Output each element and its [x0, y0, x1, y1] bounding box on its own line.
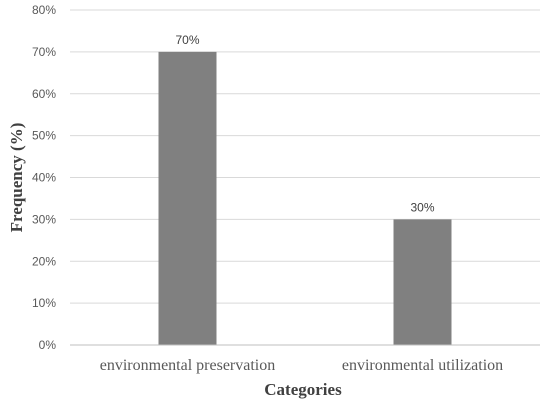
y-tick-label: 70% [32, 45, 56, 59]
data-labels: 70% 30% [175, 33, 434, 215]
y-tick-label: 0% [39, 338, 57, 352]
y-tick-label: 40% [32, 171, 56, 185]
y-tick-label: 50% [32, 129, 56, 143]
x-tick-label: environmental preservation [100, 357, 276, 374]
bar [393, 219, 452, 345]
y-tick-label: 30% [32, 212, 56, 226]
x-tick-labels: environmental preservation environmental … [100, 357, 503, 374]
x-axis-title: Categories [264, 380, 342, 399]
y-axis-title: Frequency (%) [7, 123, 26, 233]
y-tick-label: 60% [32, 87, 56, 101]
bars [158, 51, 452, 345]
bar [158, 51, 217, 345]
y-tick-label: 80% [32, 3, 56, 17]
x-tick-label: environmental utilization [342, 357, 503, 374]
y-tick-label: 10% [32, 296, 56, 310]
y-tick-label: 20% [32, 254, 56, 268]
data-label: 30% [410, 200, 434, 214]
grid-lines [70, 9, 540, 304]
data-label: 70% [175, 33, 199, 47]
y-tick-labels: 0% 10% 20% 30% 40% 50% 60% 70% 80% [32, 3, 56, 352]
